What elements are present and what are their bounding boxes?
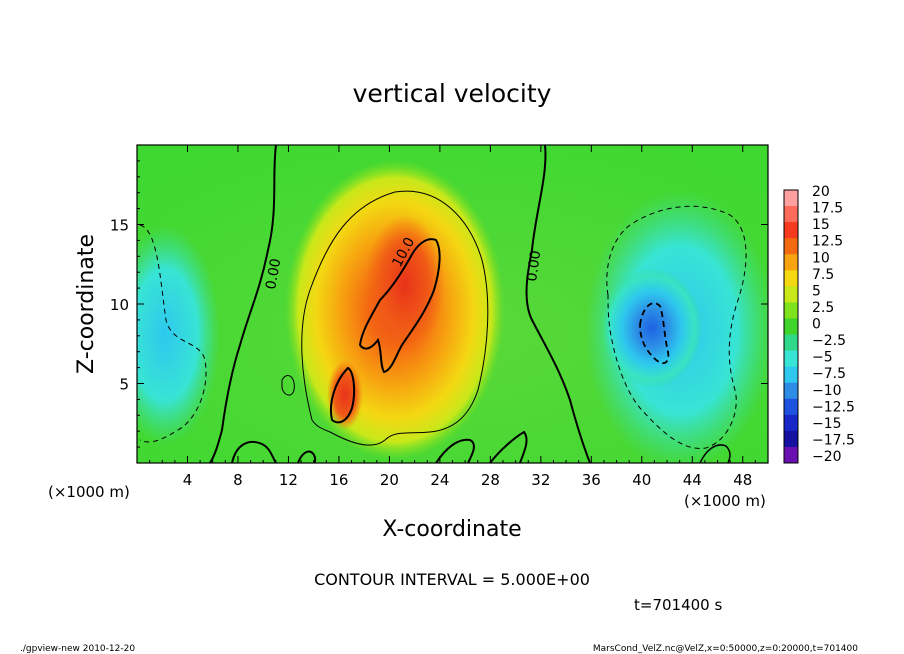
updraft-lower-lobe <box>327 360 363 430</box>
x-tick-label: 20 <box>380 471 399 489</box>
x-tick-label: 12 <box>279 471 298 489</box>
x-tick-label: 8 <box>233 471 243 489</box>
colorbar-swatch <box>784 446 798 464</box>
colorbar-swatch <box>784 206 798 223</box>
colorbar-label: −2.5 <box>812 333 846 349</box>
y-axis-title: Z-coordinate <box>74 234 99 374</box>
colorbar-swatch <box>784 238 798 255</box>
x-tick-label: 32 <box>531 471 550 489</box>
x-axis-title: X-coordinate <box>382 517 521 542</box>
contour-neg10-right <box>639 302 670 365</box>
x-tick-label: 24 <box>430 471 449 489</box>
colorbar-label: 12.5 <box>812 234 843 250</box>
footer-right: MarsCond_VelZ.nc@VelZ,x=0:50000,z=0:2000… <box>593 644 858 654</box>
colorbar-swatch <box>784 190 798 207</box>
colorbar-swatch <box>784 366 798 384</box>
colorbar-swatch <box>784 414 798 432</box>
colorbar-label: 15 <box>812 217 830 233</box>
x-unit-label-left: (×1000 m) <box>48 483 130 501</box>
downdraft-left <box>137 225 220 445</box>
contours <box>139 145 747 463</box>
colorbar-label: −17.5 <box>812 432 855 448</box>
x-axis-ticks: 4 8 12 16 20 24 28 32 36 40 44 48 <box>149 145 756 489</box>
chart-title: vertical velocity <box>353 79 552 108</box>
y-axis-ticks: 5 10 15 <box>110 160 768 448</box>
colorbar-label: 20 <box>812 184 830 200</box>
x-tick-label: 44 <box>683 471 702 489</box>
colorbar-label: −15 <box>812 416 842 432</box>
y-tick-label: 5 <box>119 376 129 394</box>
zero-contour-bottom-1 <box>231 440 277 463</box>
contour-interval: CONTOUR INTERVAL = 5.000E+00 <box>314 570 590 589</box>
colorbar-label: −7.5 <box>812 366 846 382</box>
zero-contour-bottom-3 <box>489 430 528 463</box>
colorbar-label: 0 <box>812 317 821 333</box>
x-tick-label: 40 <box>632 471 651 489</box>
zero-contour-left <box>209 145 277 463</box>
contour-neg5-right <box>606 205 747 449</box>
colorbar-swatch <box>784 254 798 271</box>
contour-10-main <box>358 238 441 374</box>
zero-contour-bottom-2 <box>435 438 475 463</box>
zero-contour-bottom-5 <box>699 444 731 463</box>
zero-contour-right <box>525 145 591 463</box>
colorbar-label: 10 <box>812 250 830 266</box>
x-tick-label: 28 <box>481 471 500 489</box>
colorbar-label: −5 <box>812 350 833 366</box>
footer-left: ./gpview-new 2010-12-20 <box>20 644 135 654</box>
colorbar-label: 2.5 <box>812 300 834 316</box>
colorbar-label: −12.5 <box>812 399 855 415</box>
colorbar-swatch <box>784 382 798 400</box>
colorbar-swatch <box>784 318 798 336</box>
contour-5-small <box>281 375 295 396</box>
colorbar-frame <box>783 189 799 464</box>
colorbar-swatch <box>784 334 798 352</box>
x-tick-label: 36 <box>582 471 601 489</box>
zero-contour-bottom-4 <box>297 450 317 463</box>
colorbar-label: 5 <box>812 283 821 299</box>
contour-neg5-left <box>139 224 207 443</box>
colorbar-swatch <box>784 286 798 303</box>
contour-label-zero-left: 0.00 <box>263 257 284 290</box>
heatmap-field: 0.00 10.0 0.00 <box>137 145 768 463</box>
colorbar: 2017.51512.5107.552.50−2.5−5−7.5−10−12.5… <box>783 184 855 465</box>
y-tick-label: 10 <box>110 296 129 314</box>
updraft-core <box>365 215 445 355</box>
x-unit-label-right: (×1000 m) <box>684 492 766 510</box>
colorbar-label: 17.5 <box>812 201 843 217</box>
colorbar-label: 7.5 <box>812 267 834 283</box>
x-tick-label: 16 <box>329 471 348 489</box>
colorbar-label: −10 <box>812 383 842 399</box>
downdraft-right-core <box>602 268 702 388</box>
time-label: t=701400 s <box>634 596 722 614</box>
colorbar-swatch <box>784 350 798 368</box>
colorbar-swatch <box>784 222 798 239</box>
y-tick-label: 15 <box>110 217 129 235</box>
contour-5 <box>301 190 489 446</box>
colorbar-swatch <box>784 398 798 416</box>
contour-label-zero-right: 0.00 <box>524 249 544 282</box>
colorbar-swatch <box>784 430 798 448</box>
contour-10-lower <box>330 366 356 424</box>
x-tick-label: 48 <box>733 471 752 489</box>
colorbar-label: −20 <box>812 449 842 465</box>
x-tick-label: 4 <box>183 471 193 489</box>
colorbar-swatch <box>784 302 798 319</box>
colorbar-swatch <box>784 270 798 287</box>
